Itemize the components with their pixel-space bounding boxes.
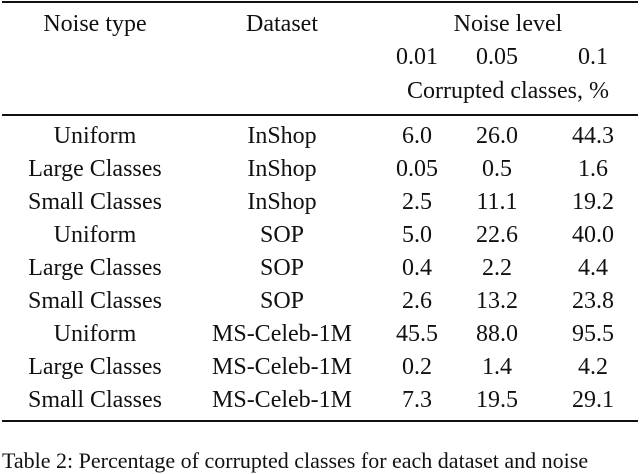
table-cell: Uniform	[53, 123, 137, 149]
table-cell: InShop	[247, 156, 317, 182]
table-cell: MS-Celeb-1M	[212, 387, 352, 413]
table-cell: Small Classes	[27, 189, 163, 215]
table-cell: SOP	[259, 288, 305, 314]
table-cell: Small Classes	[27, 288, 163, 314]
table-cell: 44.3	[572, 123, 614, 149]
level-cell: 0.01	[396, 44, 438, 70]
table-cell: 11.1	[476, 189, 518, 215]
table-cell: Uniform	[53, 321, 137, 347]
table-cell: 5.0	[402, 222, 432, 248]
table-cell: 2.5	[402, 189, 432, 215]
mid-rule	[2, 114, 638, 116]
table-cell: 45.5	[396, 321, 438, 347]
table-cell: 4.2	[578, 354, 608, 380]
caption: Table 2: Percentage of corrupted classes…	[2, 448, 589, 473]
table-cell: 40.0	[572, 222, 614, 248]
bottom-rule	[2, 420, 638, 422]
header-cell: Noise level	[453, 11, 563, 37]
table-cell: 23.8	[572, 288, 614, 314]
table-cell: 2.6	[402, 288, 432, 314]
table-cell: Large Classes	[28, 255, 162, 281]
header-cell: Corrupted classes, %	[407, 78, 609, 104]
header-cell: Noise type	[43, 11, 147, 37]
table-cell: 19.5	[476, 387, 518, 413]
table-cell: 95.5	[572, 321, 614, 347]
table-cell: 29.1	[572, 387, 614, 413]
table-cell: 4.4	[578, 255, 608, 281]
table-cell: 0.05	[396, 156, 438, 182]
table-cell: 0.4	[402, 255, 432, 281]
table-cell: 1.4	[482, 354, 512, 380]
table-cell: 0.5	[482, 156, 512, 182]
table-cell: SOP	[259, 222, 305, 248]
table-cell: MS-Celeb-1M	[212, 321, 352, 347]
table-cell: 0.2	[402, 354, 432, 380]
table-cell: Small Classes	[27, 387, 163, 413]
table-cell: 7.3	[402, 387, 432, 413]
table-cell: InShop	[247, 123, 317, 149]
table-cell: 1.6	[578, 156, 608, 182]
table-cell: 88.0	[476, 321, 518, 347]
table-cell: SOP	[259, 255, 305, 281]
top-rule	[2, 1, 638, 3]
table-cell: 26.0	[476, 123, 518, 149]
table-cell: Large Classes	[28, 156, 162, 182]
table-cell: 13.2	[476, 288, 518, 314]
table-cell: MS-Celeb-1M	[212, 354, 352, 380]
table-cell: Uniform	[53, 222, 137, 248]
level-cell: 0.1	[578, 44, 608, 70]
level-cell: 0.05	[476, 44, 518, 70]
table-cell: Large Classes	[28, 354, 162, 380]
table-cell: InShop	[247, 189, 317, 215]
table-cell: 19.2	[572, 189, 614, 215]
header-cell: Dataset	[246, 11, 318, 37]
table-cell: 6.0	[402, 123, 432, 149]
table-cell: 22.6	[476, 222, 518, 248]
table-cell: 2.2	[482, 255, 512, 281]
